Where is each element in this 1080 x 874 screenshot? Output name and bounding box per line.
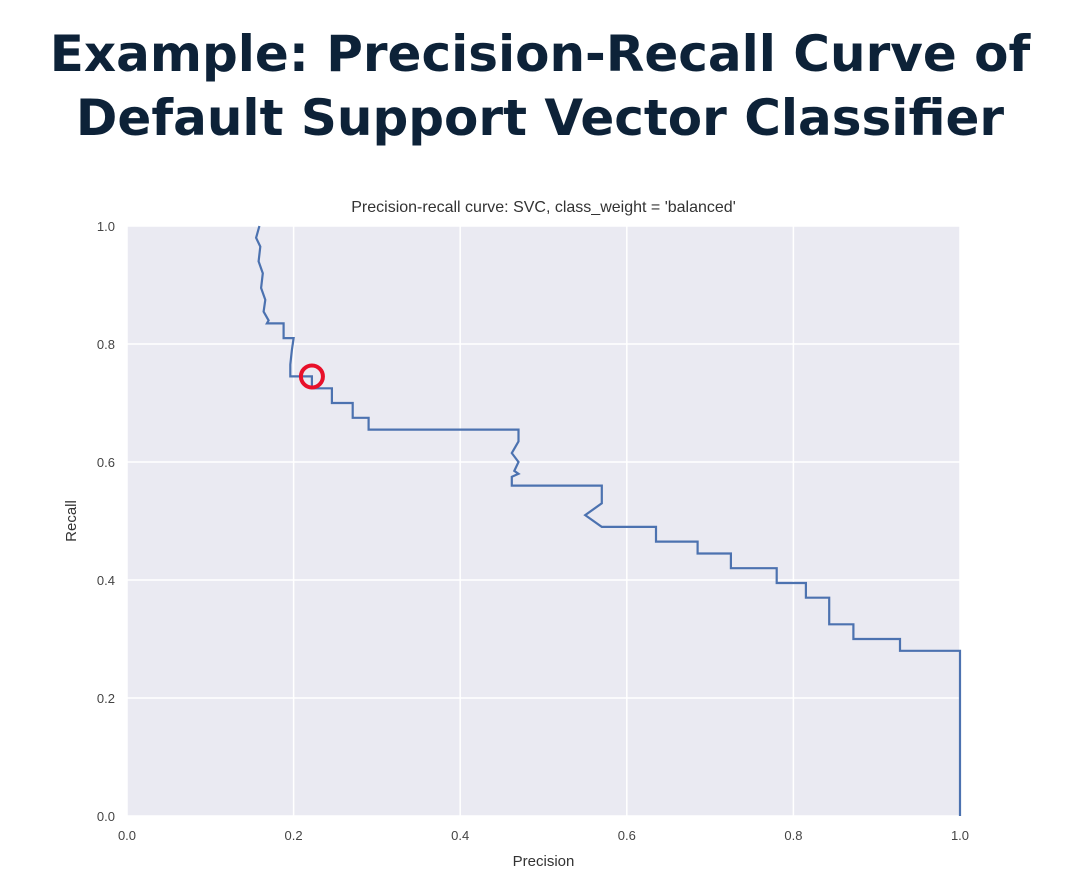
plot-area <box>127 226 960 816</box>
y-tick-label: 0.8 <box>97 337 115 352</box>
x-tick-label: 0.4 <box>451 828 469 843</box>
y-tick-label: 0.2 <box>97 691 115 706</box>
slide-title-line-2: Default Support Vector Classifier <box>75 89 1005 147</box>
operating-point-marker <box>298 363 325 390</box>
y-tick-label: 0.0 <box>97 809 115 824</box>
grid-lines <box>126 225 961 817</box>
slide-title: Example: Precision-Recall Curve of Defau… <box>0 22 1080 150</box>
y-tick-label: 0.6 <box>97 455 115 470</box>
y-tick-label: 1.0 <box>97 219 115 234</box>
x-tick-label: 1.0 <box>951 828 969 843</box>
x-tick-label: 0.6 <box>618 828 636 843</box>
x-tick-label: 0.2 <box>285 828 303 843</box>
series-line <box>254 225 962 816</box>
y-axis-label: Recall <box>63 500 80 542</box>
slide-title-line-1: Example: Precision-Recall Curve of <box>49 25 1031 83</box>
tick-labels: 0.0 0.2 0.4 0.6 0.8 1.0 0.0 0.2 0.4 0.6 0.8 1.0 <box>97 219 969 843</box>
y-tick-label: 0.4 <box>97 573 115 588</box>
x-axis-label: Precision <box>513 853 575 870</box>
chart-title: Precision-recall curve: SVC, class_weigh… <box>351 199 736 216</box>
x-tick-label: 0.0 <box>118 828 136 843</box>
x-tick-label: 0.8 <box>784 828 802 843</box>
